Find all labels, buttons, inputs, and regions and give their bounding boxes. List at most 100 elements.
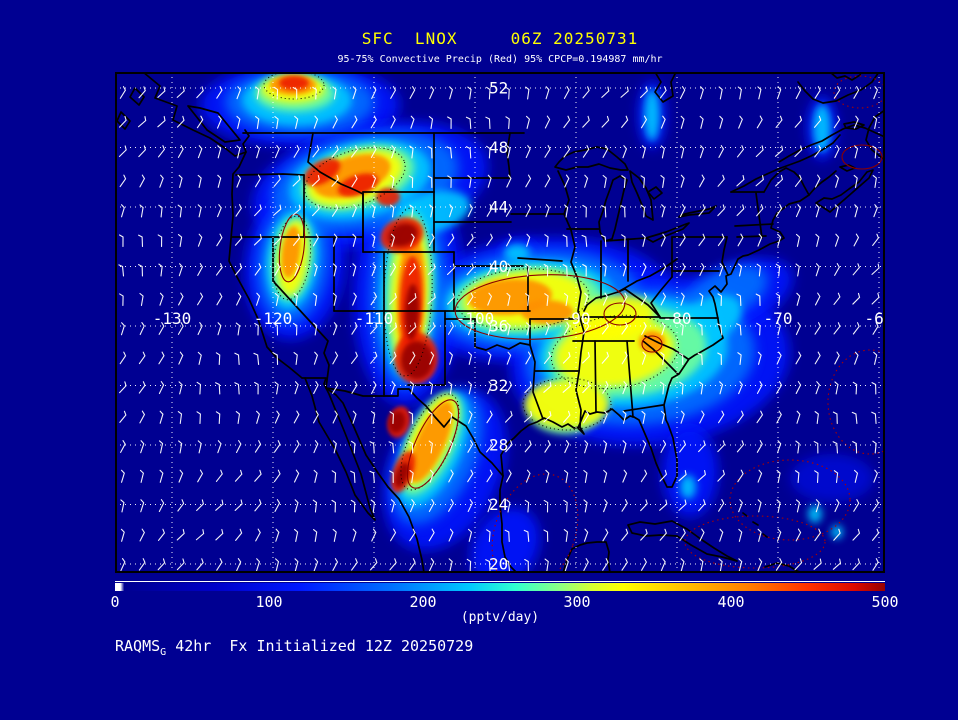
wind-barb-icon [872, 440, 877, 454]
wind-barb-icon [814, 174, 821, 188]
wind-barb-icon [544, 145, 551, 158]
lon-tick-label: -70 [764, 309, 793, 328]
wind-barb-icon [525, 263, 530, 277]
wind-barb-icon [120, 558, 126, 572]
precip-contour-black-dotted [263, 72, 325, 100]
wind-barb-icon [543, 499, 549, 513]
wind-barb-icon [563, 410, 571, 423]
wind-barb-icon [853, 233, 860, 247]
heat-blob [644, 89, 660, 141]
wind-barb-icon [506, 292, 511, 306]
wind-barb-icon [159, 469, 164, 483]
wind-barb-icon [448, 528, 454, 542]
wind-barb-icon [274, 263, 281, 276]
wind-barb-icon [235, 411, 241, 424]
wind-barb-icon [795, 263, 800, 277]
wind-barb-icon [603, 440, 608, 454]
wind-barb-icon [602, 174, 607, 188]
wind-barb-icon [794, 115, 803, 128]
wind-barb-icon [467, 204, 473, 218]
wind-barb-icon [833, 86, 841, 99]
wind-barb-icon [254, 322, 259, 336]
wind-barb-icon [506, 174, 512, 188]
wind-barb-icon [195, 529, 205, 541]
wind-barb-icon [486, 263, 493, 276]
wind-barb-icon [582, 351, 591, 364]
wind-barb-icon [738, 115, 743, 129]
wind-barb-icon [661, 322, 666, 336]
coastline-border-path [730, 173, 768, 193]
wind-barb-icon [814, 145, 822, 158]
wind-barb-icon [138, 264, 144, 277]
wind-barb-icon [390, 499, 395, 513]
wind-barb-icon [254, 263, 262, 276]
wind-barb-icon [428, 528, 435, 542]
wind-barb-icon [139, 410, 146, 424]
wind-barb-icon [273, 323, 279, 336]
wind-barb-icon [678, 352, 684, 366]
wind-barb-icon [217, 322, 222, 336]
wind-barb-icon [813, 558, 822, 570]
wind-barb-icon [621, 322, 629, 335]
wind-barb-icon [448, 499, 454, 512]
wind-barb-icon [332, 440, 337, 454]
coastline-border-path [142, 72, 303, 379]
wind-barb-icon [467, 499, 474, 513]
wind-barb-icon [505, 381, 513, 394]
wind-barb-icon [273, 174, 281, 187]
wind-barb-icon [699, 174, 705, 188]
coastline-border-path [594, 340, 597, 413]
wind-barb-icon [834, 351, 840, 365]
wind-barb-icon [370, 410, 376, 424]
wind-barb-icon [737, 469, 744, 483]
wind-barb-icon [371, 174, 377, 188]
wind-barb-icon [293, 293, 298, 307]
wind-barb-icon [852, 322, 860, 335]
wind-barb-icon [524, 440, 532, 453]
wind-barb-icon [313, 115, 319, 129]
wind-barb-icon [351, 322, 358, 335]
wind-barb-icon [351, 351, 358, 365]
wind-barb-icon [523, 529, 530, 543]
wind-barb-icon [485, 559, 491, 572]
wind-barb-icon [351, 115, 358, 129]
wind-barb-icon [736, 145, 745, 158]
wind-barb-icon [159, 410, 164, 424]
lon-tick-label: -110 [355, 309, 394, 328]
heat-blob [401, 341, 433, 379]
wind-barb-icon [795, 381, 802, 394]
wind-barb-icon [254, 469, 262, 482]
wind-barb-icon [177, 499, 185, 512]
wind-barb-icon [371, 204, 376, 218]
wind-barb-icon [331, 204, 339, 217]
wind-barb-icon [679, 263, 686, 276]
wind-barb-icon [119, 174, 127, 188]
wind-barb-icon [506, 469, 512, 483]
wind-barb-icon [178, 440, 183, 454]
wind-barb-icon [294, 499, 299, 513]
wind-barb-icon [447, 292, 455, 305]
heat-blob [808, 505, 822, 523]
wind-barb-icon [660, 263, 667, 276]
wind-barb-icon [853, 499, 860, 512]
wind-barb-icon [775, 558, 783, 571]
wind-barb-icon [486, 529, 491, 543]
wind-barb-icon [641, 322, 647, 335]
wind-barb-icon [274, 145, 280, 159]
coastline-border-path [554, 146, 629, 171]
wind-barb-icon [641, 263, 647, 277]
wind-barb-icon [197, 145, 203, 159]
wind-barb-icon [312, 293, 318, 307]
wind-barb-icon [178, 469, 184, 483]
wind-barb-icon [139, 469, 144, 483]
wind-barb-icon [737, 263, 743, 277]
wind-barb-icon [697, 352, 703, 366]
wind-barb-icon [273, 233, 282, 246]
wind-barb-icon [352, 86, 357, 100]
wind-barb-icon [853, 174, 858, 188]
wind-barb-icon [775, 293, 781, 307]
wind-barb-icon [563, 529, 569, 543]
wind-barb-icon [409, 351, 416, 365]
wind-barb-icon [757, 558, 763, 572]
wind-barb-icon [601, 205, 607, 218]
